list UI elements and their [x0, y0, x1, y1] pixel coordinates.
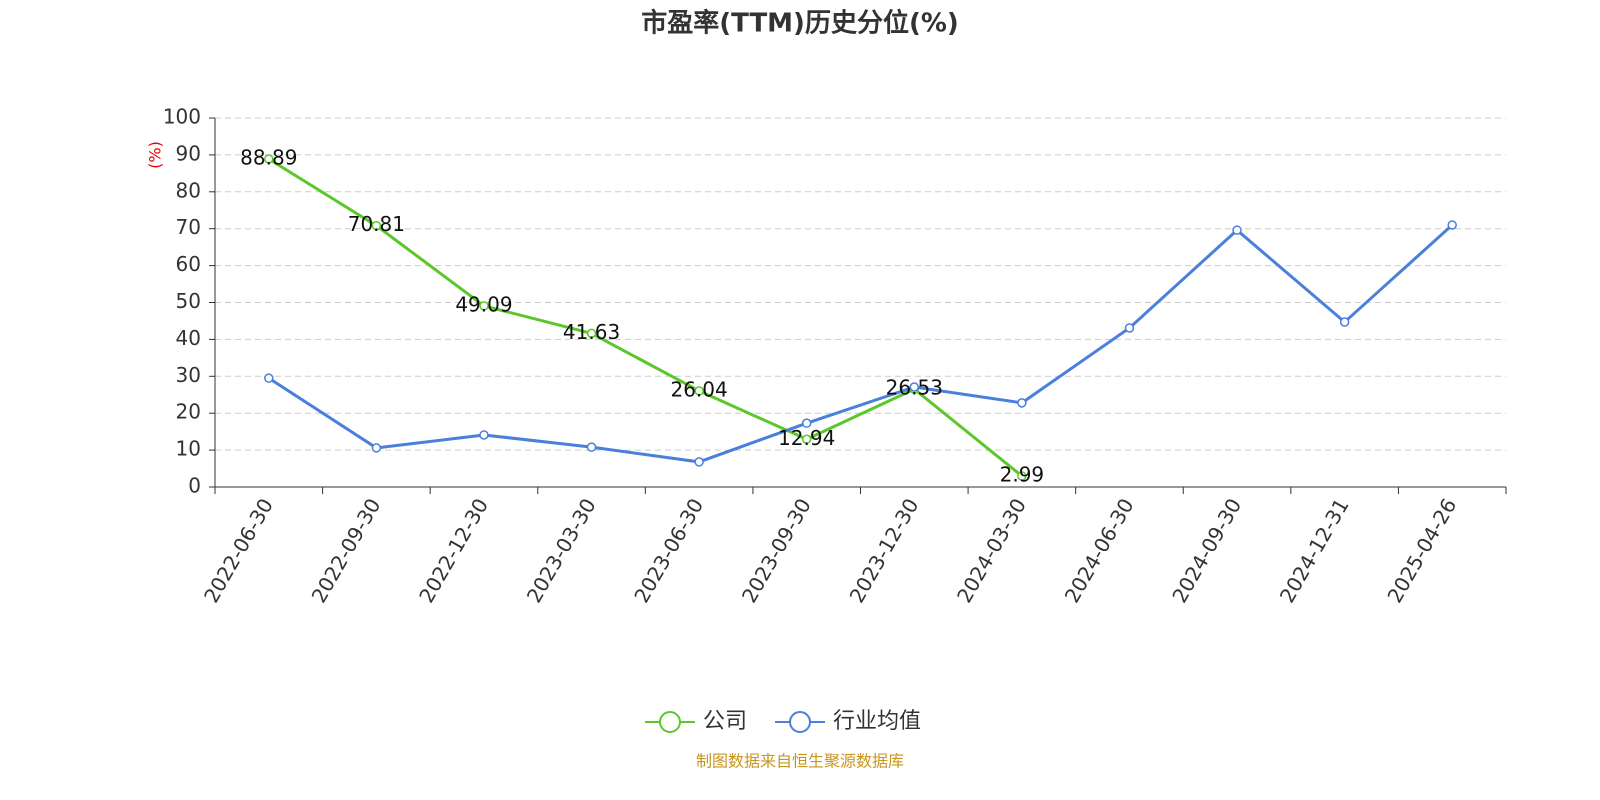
- data-point: [1447, 220, 1457, 230]
- data-point: [586, 442, 597, 452]
- x-tick-label: 2022-09-30: [307, 494, 386, 607]
- x-tick-label: 2024-03-30: [952, 494, 1031, 607]
- x-tick-label: 2022-12-30: [414, 494, 493, 607]
- y-tick-label: 80: [176, 178, 201, 202]
- data-point: [1339, 317, 1350, 327]
- x-tick-label: 2022-06-30: [199, 494, 278, 607]
- data-point: [371, 443, 382, 453]
- data-label: 26.53: [886, 376, 943, 400]
- x-tick-label: 2024-06-30: [1060, 494, 1139, 607]
- data-point: [801, 434, 812, 445]
- data-point: [479, 301, 489, 311]
- data-label: 41.63: [563, 320, 620, 344]
- data-point: [1124, 323, 1135, 333]
- y-tick-label: 10: [176, 437, 201, 461]
- x-tick-label: 2023-06-30: [629, 494, 708, 607]
- source-note: 制图数据来自恒生聚源数据库: [696, 752, 904, 771]
- x-tick-label: 2023-12-30: [844, 494, 923, 607]
- y-axis-label: (%): [146, 141, 165, 169]
- chart-title: 市盈率(TTM)历史分位(%): [641, 8, 959, 39]
- data-label: 12.94: [778, 426, 835, 450]
- data-label: 26.04: [670, 377, 727, 401]
- y-tick-label: 40: [176, 326, 201, 350]
- data-point: [479, 430, 489, 440]
- x-tick-label: 2023-09-30: [737, 494, 816, 607]
- data-point: [909, 382, 920, 392]
- x-tick-label: 2025-04-26: [1382, 494, 1461, 607]
- data-point: [371, 220, 382, 231]
- y-tick-label: 30: [176, 363, 201, 387]
- data-point: [1017, 398, 1027, 408]
- data-label: 70.81: [348, 212, 405, 236]
- series-line: [268, 157, 1023, 478]
- legend-label: 公司: [703, 709, 747, 734]
- data-point: [801, 418, 812, 428]
- y-tick-label: 20: [176, 400, 201, 424]
- legend-marker: [789, 711, 812, 733]
- data-point: [694, 386, 704, 396]
- data-point: [694, 457, 704, 467]
- y-tick-label: 60: [176, 252, 201, 276]
- x-tick-label: 2023-03-30: [522, 494, 601, 607]
- data-label: 49.09: [455, 292, 512, 316]
- y-tick-label: 90: [176, 141, 201, 165]
- series-line: [267, 223, 1454, 464]
- x-tick-label: 2024-12-31: [1275, 494, 1354, 607]
- data-label: 88.89: [240, 145, 297, 169]
- data-label: 2.99: [1000, 462, 1045, 486]
- x-tick-label: 2024-09-30: [1167, 494, 1246, 607]
- legend-label: 行业均值: [833, 709, 921, 734]
- data-point: [586, 328, 597, 339]
- legend-marker: [659, 711, 681, 733]
- data-point: [1017, 471, 1027, 481]
- y-tick-label: 0: [188, 474, 201, 498]
- data-point: [264, 154, 274, 164]
- y-tick-label: 70: [176, 215, 201, 239]
- y-tick-label: 50: [176, 289, 201, 313]
- y-tick-label: 100: [163, 105, 201, 129]
- data-point: [1232, 225, 1242, 235]
- data-point: [264, 373, 274, 383]
